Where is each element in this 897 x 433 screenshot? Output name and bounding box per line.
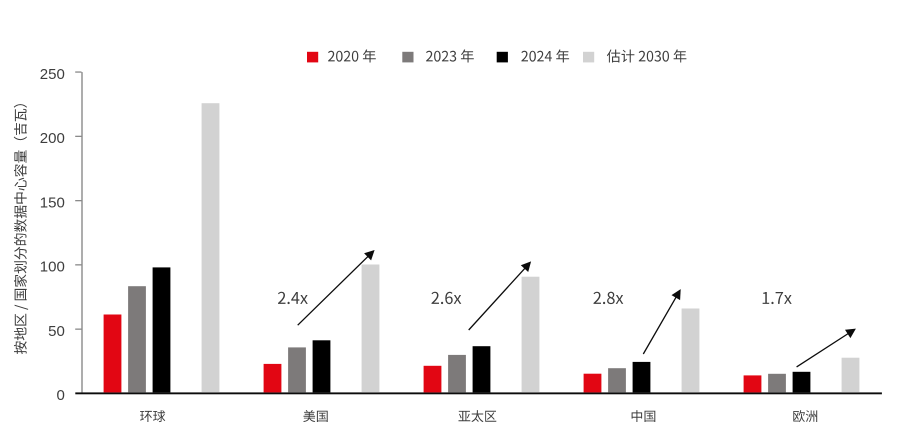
- svg-text:100: 100: [40, 259, 65, 276]
- svg-text:150: 150: [40, 194, 65, 211]
- svg-text:50: 50: [48, 323, 65, 340]
- svg-text:250: 250: [40, 66, 65, 83]
- svg-text:0: 0: [56, 387, 64, 404]
- svg-text:200: 200: [40, 130, 65, 147]
